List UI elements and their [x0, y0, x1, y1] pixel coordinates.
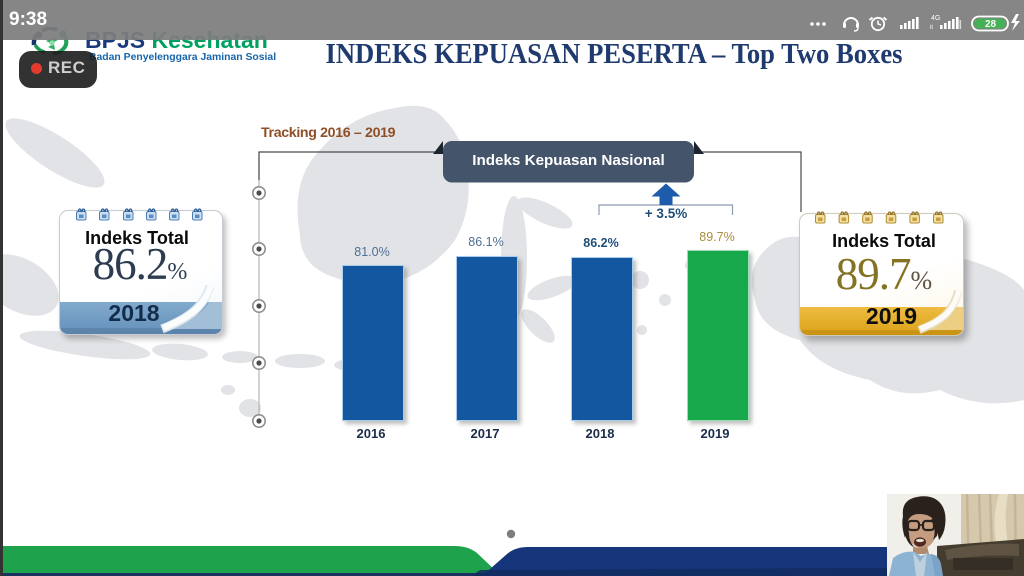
svg-text:it: it [930, 25, 933, 31]
svg-text:28: 28 [985, 19, 997, 30]
svg-text:4G: 4G [931, 15, 940, 22]
